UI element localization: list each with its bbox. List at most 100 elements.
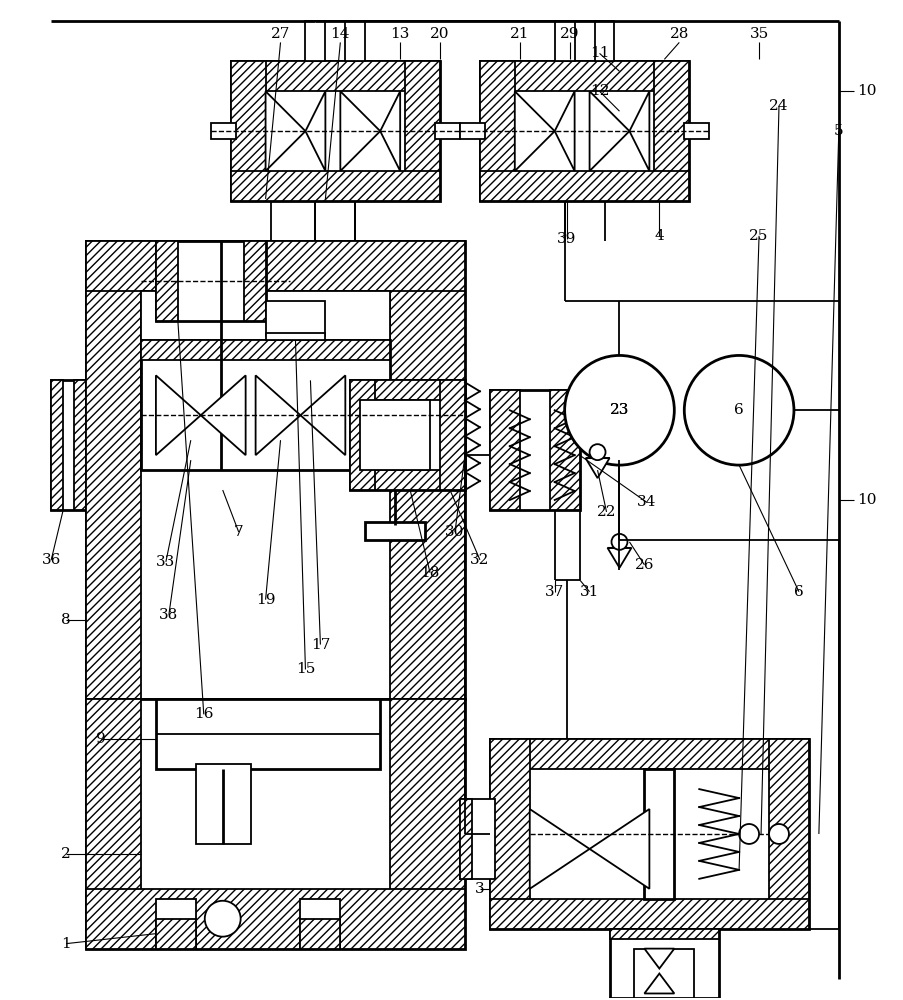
Bar [86, 889, 464, 949]
Bar [390, 699, 464, 949]
Bar [479, 61, 514, 201]
Bar [51, 380, 86, 510]
Text: 35: 35 [749, 27, 768, 41]
Text: 3: 3 [475, 882, 484, 896]
Text: 1: 1 [61, 937, 71, 951]
Bar [609, 998, 719, 1000]
Bar [86, 241, 141, 699]
Text: 37: 37 [545, 585, 563, 599]
Text: 6: 6 [793, 585, 803, 599]
Bar [230, 171, 440, 201]
Bar [350, 380, 464, 490]
Bar [684, 123, 709, 139]
Bar [360, 400, 430, 470]
Bar [460, 799, 494, 879]
Bar [489, 739, 529, 929]
Bar [489, 390, 519, 510]
Polygon shape [644, 974, 674, 993]
Text: 5: 5 [833, 124, 842, 138]
Text: 15: 15 [295, 662, 315, 676]
Text: 38: 38 [159, 608, 178, 622]
Text: 24: 24 [768, 99, 788, 113]
Bar [479, 61, 688, 201]
Circle shape [739, 824, 759, 844]
Bar [479, 171, 688, 201]
Text: 21: 21 [509, 27, 529, 41]
Bar [634, 949, 694, 998]
Text: 11: 11 [589, 46, 609, 60]
Bar [460, 799, 471, 879]
Text: 9: 9 [96, 732, 106, 746]
Circle shape [564, 355, 674, 465]
Bar [265, 333, 325, 340]
Polygon shape [305, 91, 325, 171]
Text: 10: 10 [856, 84, 875, 98]
Text: 8: 8 [61, 613, 71, 627]
Bar [86, 699, 464, 949]
Bar [390, 241, 464, 699]
Bar [644, 769, 674, 899]
Bar [86, 241, 464, 291]
Text: 14: 14 [330, 27, 349, 41]
Polygon shape [589, 91, 628, 171]
Text: 16: 16 [194, 707, 213, 721]
Text: 19: 19 [256, 593, 275, 607]
Bar [350, 470, 464, 490]
Bar [305, 21, 325, 61]
Text: 29: 29 [559, 27, 579, 41]
Text: 36: 36 [42, 553, 61, 567]
Text: 23: 23 [610, 403, 628, 417]
Bar [460, 123, 484, 139]
Polygon shape [300, 375, 345, 455]
Text: 23: 23 [610, 403, 628, 417]
Circle shape [205, 901, 240, 937]
Text: 30: 30 [445, 525, 464, 539]
Polygon shape [589, 809, 648, 889]
Bar [768, 739, 808, 929]
Bar [350, 380, 375, 490]
Text: 22: 22 [596, 505, 616, 519]
Bar [549, 390, 579, 510]
Polygon shape [529, 809, 589, 889]
Bar [654, 61, 688, 201]
Bar [196, 764, 250, 844]
Text: 10: 10 [856, 493, 875, 507]
Bar [86, 241, 464, 699]
Bar [489, 739, 808, 929]
Text: 4: 4 [654, 229, 664, 243]
Bar [51, 380, 63, 510]
Text: 13: 13 [390, 27, 409, 41]
Text: 18: 18 [420, 566, 439, 580]
Bar [609, 929, 719, 1000]
Bar [434, 123, 460, 139]
Bar [609, 929, 719, 939]
Bar [155, 241, 265, 321]
Bar [141, 340, 390, 360]
Bar [265, 301, 325, 336]
Circle shape [589, 444, 605, 460]
Text: 27: 27 [271, 27, 290, 41]
Polygon shape [265, 91, 305, 171]
Bar [405, 61, 440, 201]
Text: 2: 2 [61, 847, 71, 861]
Polygon shape [200, 375, 246, 455]
Polygon shape [644, 949, 674, 969]
Text: 7: 7 [234, 525, 243, 539]
Polygon shape [380, 91, 400, 171]
Bar [594, 21, 614, 61]
Polygon shape [256, 375, 300, 455]
Bar [230, 61, 265, 201]
Text: 34: 34 [636, 495, 656, 509]
Bar [155, 919, 196, 949]
Circle shape [610, 534, 627, 550]
Text: 33: 33 [156, 555, 175, 569]
Text: 31: 31 [579, 585, 599, 599]
Text: 20: 20 [430, 27, 450, 41]
Bar [244, 241, 265, 321]
Bar [300, 919, 340, 949]
Polygon shape [607, 548, 631, 568]
Text: 25: 25 [749, 229, 768, 243]
Text: 17: 17 [311, 638, 330, 652]
Bar [141, 291, 390, 470]
Bar [210, 123, 236, 139]
